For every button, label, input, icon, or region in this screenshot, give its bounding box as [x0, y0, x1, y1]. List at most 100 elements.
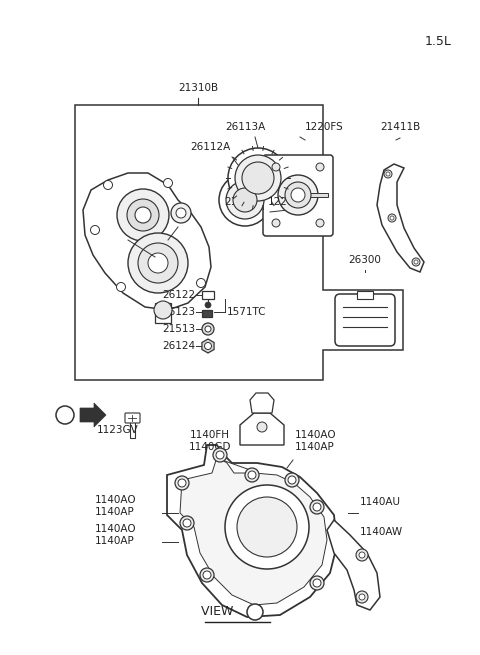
Circle shape: [213, 448, 227, 462]
Polygon shape: [202, 339, 214, 353]
Circle shape: [176, 208, 186, 218]
Text: 1220FS: 1220FS: [305, 122, 344, 132]
Circle shape: [285, 182, 311, 208]
Text: 1140AO: 1140AO: [95, 495, 137, 505]
Polygon shape: [80, 403, 106, 427]
Circle shape: [245, 468, 259, 482]
Bar: [155, 303, 171, 323]
Text: VIEW: VIEW: [201, 605, 237, 618]
Circle shape: [278, 175, 318, 215]
Circle shape: [313, 503, 321, 511]
FancyBboxPatch shape: [263, 155, 333, 236]
Text: 26112A: 26112A: [190, 142, 230, 152]
Circle shape: [117, 189, 169, 241]
Circle shape: [237, 497, 297, 557]
Text: 1140AU: 1140AU: [360, 497, 401, 507]
Circle shape: [138, 243, 178, 283]
Circle shape: [202, 323, 214, 335]
Circle shape: [316, 219, 324, 227]
Circle shape: [200, 568, 214, 582]
Circle shape: [171, 203, 191, 223]
Text: 1140AO: 1140AO: [295, 430, 336, 440]
Bar: [202, 291, 214, 299]
Circle shape: [178, 479, 186, 487]
Text: 26124: 26124: [162, 341, 195, 351]
Text: 21411B: 21411B: [380, 122, 420, 132]
FancyBboxPatch shape: [125, 413, 140, 423]
FancyBboxPatch shape: [335, 294, 395, 346]
Circle shape: [226, 181, 264, 219]
Circle shape: [183, 519, 191, 527]
Circle shape: [196, 278, 205, 288]
Circle shape: [257, 422, 267, 432]
Circle shape: [154, 301, 172, 319]
Bar: [130, 422, 135, 438]
Text: 21313: 21313: [224, 197, 257, 207]
Bar: [357, 291, 373, 299]
Text: 1140GD: 1140GD: [189, 442, 231, 452]
Text: 26113A: 26113A: [225, 122, 265, 132]
Text: 1571TC: 1571TC: [227, 307, 266, 317]
Circle shape: [128, 233, 188, 293]
Circle shape: [205, 302, 211, 308]
Circle shape: [310, 576, 324, 590]
Circle shape: [412, 258, 420, 266]
Polygon shape: [250, 393, 274, 413]
Text: 1140AP: 1140AP: [95, 507, 135, 517]
Circle shape: [291, 188, 305, 202]
Circle shape: [91, 225, 99, 234]
Circle shape: [164, 179, 172, 187]
Text: 1.5L: 1.5L: [425, 35, 452, 48]
Circle shape: [205, 326, 211, 332]
Circle shape: [272, 163, 280, 171]
Circle shape: [313, 579, 321, 587]
Text: 1140AP: 1140AP: [295, 442, 335, 452]
Circle shape: [248, 471, 256, 479]
Polygon shape: [83, 173, 211, 310]
Circle shape: [242, 162, 274, 194]
Circle shape: [235, 155, 281, 201]
Text: 21513: 21513: [162, 324, 195, 334]
Circle shape: [384, 170, 392, 178]
Circle shape: [175, 476, 189, 490]
Polygon shape: [180, 457, 327, 605]
Bar: [202, 310, 212, 317]
Circle shape: [390, 216, 394, 220]
Circle shape: [228, 148, 288, 208]
Circle shape: [216, 451, 224, 459]
Text: 1140AO: 1140AO: [95, 524, 137, 534]
Circle shape: [386, 172, 390, 176]
Circle shape: [310, 500, 324, 514]
Circle shape: [359, 594, 365, 600]
Circle shape: [356, 591, 368, 603]
Polygon shape: [240, 413, 284, 445]
Text: A: A: [61, 410, 69, 420]
Text: 26123: 26123: [162, 307, 195, 317]
Text: 26300: 26300: [348, 255, 382, 265]
Circle shape: [203, 571, 211, 579]
Text: 26122: 26122: [162, 290, 195, 300]
Circle shape: [233, 188, 257, 212]
Polygon shape: [327, 520, 380, 610]
Circle shape: [135, 207, 151, 223]
Circle shape: [414, 260, 418, 264]
Circle shape: [204, 343, 212, 350]
Text: 1140AW: 1140AW: [360, 527, 403, 537]
Polygon shape: [167, 445, 337, 617]
Circle shape: [388, 214, 396, 222]
Circle shape: [104, 181, 112, 189]
Text: 1220FP: 1220FP: [268, 197, 307, 207]
Text: A: A: [251, 607, 259, 617]
Circle shape: [148, 253, 168, 273]
Circle shape: [316, 163, 324, 171]
Text: 1123GV: 1123GV: [97, 425, 139, 435]
Circle shape: [285, 473, 299, 487]
Circle shape: [225, 485, 309, 569]
Circle shape: [356, 549, 368, 561]
Circle shape: [180, 516, 194, 530]
Polygon shape: [377, 164, 424, 272]
Text: 1140AP: 1140AP: [95, 536, 135, 546]
Circle shape: [288, 476, 296, 484]
Circle shape: [247, 604, 263, 620]
Circle shape: [127, 199, 159, 231]
